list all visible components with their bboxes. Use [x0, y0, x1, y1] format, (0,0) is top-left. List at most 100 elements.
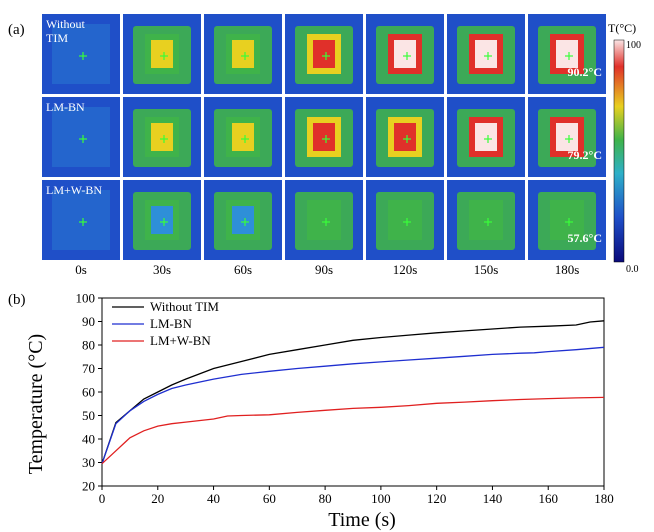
crosshair-marker: [241, 135, 249, 143]
crosshair-marker: [484, 218, 492, 226]
x-tick-label: 20: [151, 491, 164, 506]
series-line: [101, 320, 605, 464]
crosshair-marker: [565, 135, 573, 143]
colorbar-max-label: 100: [626, 40, 641, 51]
max-temp-label: 57.6°C: [568, 231, 602, 245]
thermal-cell: [447, 14, 525, 94]
series-line: [101, 396, 605, 465]
thermal-cell: [204, 180, 282, 260]
crosshair-marker: [403, 218, 411, 226]
chip-core: [394, 123, 416, 151]
x-tick-label: 40: [207, 491, 220, 506]
crosshair-marker: [79, 135, 87, 143]
x-tick-label: 80: [319, 491, 332, 506]
chip-core: [151, 40, 173, 68]
row-label: LM-BN: [46, 100, 85, 114]
x-tick-label: 140: [483, 491, 503, 506]
chip-core: [475, 206, 497, 234]
thermal-cell: [123, 97, 201, 177]
chart-legend: Without TIM LM-BN LM+W-BN: [112, 299, 219, 348]
colorbar-min-label: 0.0: [626, 264, 639, 275]
chart-series: [101, 320, 605, 465]
row-label: TIM: [46, 31, 68, 45]
x-tick-label: 180: [594, 491, 614, 506]
thermal-cell: [123, 14, 201, 94]
chip-core: [475, 40, 497, 68]
chip-core: [556, 123, 578, 151]
legend-label: LM+W-BN: [150, 333, 211, 348]
crosshair-marker: [322, 135, 330, 143]
y-tick-label: 50: [82, 408, 95, 423]
chip-core: [394, 206, 416, 234]
thermal-cell: [285, 97, 363, 177]
y-tick-label: 40: [82, 432, 95, 447]
y-tick-label: 100: [76, 291, 96, 306]
time-label: 60s: [234, 262, 252, 277]
time-labels: 0s 30s 60s 90s 120s 150s 180s: [75, 262, 579, 277]
board-outline: [52, 24, 110, 84]
y-tick-label: 60: [82, 385, 95, 400]
board-outline: [52, 107, 110, 167]
crosshair-marker: [322, 218, 330, 226]
crosshair-marker: [79, 218, 87, 226]
series-line: [101, 346, 605, 464]
crosshair-marker: [484, 52, 492, 60]
time-label: 120s: [393, 262, 418, 277]
thermal-cell: [204, 14, 282, 94]
temperature-chart: (b) 0 20 40 60 80 100 120 140 160 180 20 30 40 50 60 70…: [8, 291, 614, 532]
time-label: 180s: [555, 262, 580, 277]
y-tick-label: 80: [82, 338, 95, 353]
time-label: 0s: [75, 262, 87, 277]
thermal-cell: [366, 180, 444, 260]
row-label: Without: [46, 17, 86, 31]
crosshair-marker: [484, 135, 492, 143]
crosshair-marker: [160, 135, 168, 143]
thermal-background: [42, 180, 120, 260]
thermal-cell: [366, 97, 444, 177]
y-tick-label: 20: [82, 479, 95, 494]
chip-core: [151, 206, 173, 234]
chip-core: [556, 40, 578, 68]
crosshair-marker: [160, 218, 168, 226]
x-tick-label: 0: [99, 491, 106, 506]
time-label: 30s: [153, 262, 171, 277]
crosshair-marker: [322, 52, 330, 60]
chip-core: [313, 40, 335, 68]
crosshair-marker: [565, 52, 573, 60]
chip-core: [313, 123, 335, 151]
thermal-cell: [447, 180, 525, 260]
crosshair-marker: [403, 135, 411, 143]
x-tick-label: 60: [263, 491, 276, 506]
max-temp-label: 90.2°C: [568, 65, 602, 79]
max-temp-label: 79.2°C: [568, 148, 602, 162]
x-axis-label: Time (s): [328, 509, 396, 531]
thermal-cell: [204, 97, 282, 177]
y-axis-label: Temperature (°C): [25, 334, 47, 474]
legend-label: LM-BN: [150, 316, 193, 331]
crosshair-marker: [160, 52, 168, 60]
chip-core: [556, 206, 578, 234]
thermal-cell: [123, 180, 201, 260]
y-tick-label: 70: [82, 361, 95, 376]
chip-core: [394, 40, 416, 68]
chip-core: [232, 206, 254, 234]
chip-core: [232, 40, 254, 68]
crosshair-marker: [241, 218, 249, 226]
thermal-cell: [447, 97, 525, 177]
time-label: 90s: [315, 262, 333, 277]
chip-core: [151, 123, 173, 151]
row-label: LM+W-BN: [46, 183, 102, 197]
panel-b-label: (b): [8, 292, 26, 308]
x-tick-label: 100: [371, 491, 391, 506]
chip-core: [475, 123, 497, 151]
crosshair-marker: [79, 52, 87, 60]
chart-axes: 0 20 40 60 80 100 120 140 160 180 20 30 40 50 60 70 80 90…: [76, 291, 614, 507]
thermal-cell: 90.2°C: [528, 14, 606, 94]
thermal-cell: 79.2°C: [528, 97, 606, 177]
board-outline: [52, 190, 110, 250]
y-tick-label: 30: [82, 455, 95, 470]
chip-core: [232, 123, 254, 151]
